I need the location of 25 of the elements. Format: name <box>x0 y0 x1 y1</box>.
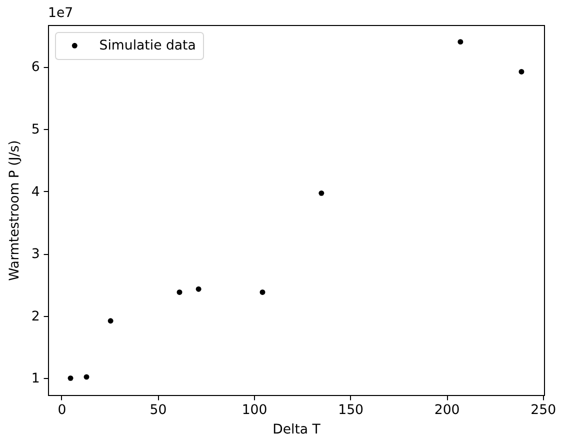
x-tick-label: 100 <box>242 403 268 418</box>
point <box>318 190 324 196</box>
x-tick-label: 0 <box>58 403 66 418</box>
x-tick-label: 150 <box>338 403 364 418</box>
y-tick-label: 2 <box>31 309 40 324</box>
y-tick-label: 4 <box>31 184 40 200</box>
point <box>68 375 74 381</box>
y-tick-label: 1 <box>31 372 40 387</box>
text: 1e7 <box>48 6 74 21</box>
point <box>176 289 182 295</box>
x-tick-label: 50 <box>150 403 167 418</box>
x-tick-label: 250 <box>530 403 556 418</box>
point <box>84 374 90 380</box>
x-tick-label: 200 <box>434 403 460 418</box>
point <box>518 68 524 74</box>
legend-label: Simulatie data <box>99 38 196 54</box>
x-axis-title: Delta T <box>272 422 322 438</box>
point <box>260 289 266 295</box>
point <box>196 286 202 292</box>
y-axis-title: Warmtestroom P (J/s) <box>7 140 22 281</box>
point <box>108 318 114 324</box>
point <box>458 39 464 45</box>
y-tick-label: 6 <box>31 60 40 76</box>
y-tick-label: 5 <box>31 122 40 138</box>
y-tick-label: 3 <box>31 247 40 262</box>
